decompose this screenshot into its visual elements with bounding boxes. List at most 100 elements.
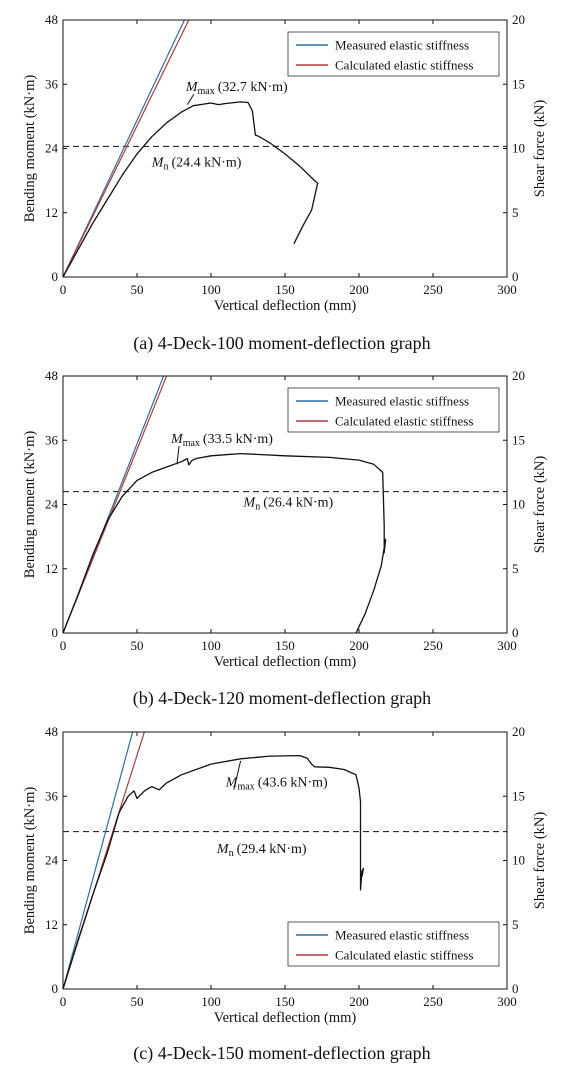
x-tick-label: 100 [201, 282, 221, 297]
y2-tick-label: 0 [512, 981, 519, 996]
y2-tick-label: 0 [512, 269, 519, 284]
x-tick-label: 50 [131, 994, 144, 1009]
annotation-leader [186, 93, 195, 105]
m-max-label: Mmax (32.7 kN·m) [185, 80, 288, 97]
annotation-subscript: max [183, 438, 200, 449]
legend-entry: Measured elastic stiffness [335, 394, 469, 409]
y2-tick-label: 20 [512, 368, 525, 383]
y2-tick-label: 5 [512, 561, 519, 576]
y2-tick-label: 0 [512, 625, 519, 640]
calculated-stiffness-line [63, 20, 190, 277]
caption-b: (b) 4-Deck-120 moment-deflection graph [132, 688, 432, 708]
annotation-value: (32.7 kN·m) [218, 80, 288, 95]
x-tick-label: 150 [275, 282, 295, 297]
x-tick-label: 250 [423, 994, 443, 1009]
annotation-symbol: M [151, 156, 165, 171]
y-axis-title: Bending moment (kN·m) [22, 431, 38, 579]
moment-deflection-curve [63, 452, 387, 633]
annotation-value: (33.5 kN·m) [203, 432, 273, 447]
annotation-symbol: M [225, 776, 239, 791]
y-tick-label: 36 [45, 76, 59, 91]
y-tick-label: 36 [45, 432, 59, 447]
chart-4-deck-120: 0 50 100 150 200 250 30001224364805101520Verti… [22, 368, 548, 670]
caption-a: (a) 4-Deck-100 moment-deflection graph [133, 333, 431, 353]
y-tick-label: 0 [52, 625, 59, 640]
m-n-label: Mn (29.4 kN·m) [216, 842, 307, 859]
moment-deflection-curve [63, 754, 365, 989]
y2-tick-label: 20 [512, 12, 525, 27]
annotation-subscript: max [237, 782, 254, 793]
x-axis-title: Vertical deflection (mm) [214, 1010, 357, 1026]
chart-4-deck-100: 0 50 100 150 200 250 30001224364805101520Verti… [22, 12, 548, 314]
annotation-subscript: n [229, 848, 234, 859]
measured-stiffness-line [63, 732, 134, 989]
annotation-subscript: max [198, 86, 215, 97]
annotation-value: (43.6 kN·m) [258, 776, 328, 791]
y2-tick-label: 10 [512, 853, 525, 868]
y-tick-label: 24 [45, 141, 59, 156]
y-tick-label: 24 [45, 853, 59, 868]
y-tick-label: 12 [45, 561, 58, 576]
m-n-label: Mn (24.4 kN·m) [151, 156, 242, 173]
annotation-subscript: n [255, 502, 260, 513]
measured-stiffness-line [63, 20, 185, 277]
x-tick-label: 200 [349, 638, 369, 653]
y2-tick-label: 15 [512, 76, 525, 91]
y-axis-title: Bending moment (kN·m) [22, 787, 38, 935]
y2-tick-label: 5 [512, 917, 519, 932]
series-group [63, 732, 365, 989]
legend-box [287, 31, 500, 77]
y2-tick-label: 10 [512, 497, 525, 512]
x-tick-label: 300 [497, 994, 517, 1009]
y-tick-label: 36 [45, 788, 59, 803]
annotation-value: (24.4 kN·m) [171, 156, 241, 171]
y2-axis-title: Shear force (kN) [532, 456, 548, 554]
annotation-symbol: M [170, 432, 184, 447]
x-tick-label: 0 [60, 994, 67, 1009]
m-max-label: Mmax (43.6 kN·m) [225, 776, 328, 793]
y-tick-label: 48 [45, 12, 58, 27]
y2-axis-title: Shear force (kN) [532, 812, 548, 910]
y-tick-label: 24 [45, 497, 59, 512]
x-tick-label: 250 [423, 638, 443, 653]
x-tick-label: 0 [60, 638, 67, 653]
x-tick-label: 150 [275, 994, 295, 1009]
legend-box [287, 921, 500, 967]
annotation-symbol: M [216, 842, 230, 857]
x-tick-label: 100 [201, 638, 221, 653]
plot-frame [62, 19, 508, 278]
legend-entry: Measured elastic stiffness [335, 38, 469, 53]
annotation-leader [233, 760, 242, 790]
plot-frame [62, 731, 508, 990]
legend-entry: Calculated elastic stiffness [335, 948, 473, 963]
x-tick-label: 150 [275, 638, 295, 653]
y2-tick-label: 5 [512, 205, 519, 220]
legend-box [287, 387, 500, 433]
y-tick-label: 0 [52, 269, 59, 284]
y2-tick-label: 15 [512, 432, 525, 447]
caption-c: (c) 4-Deck-150 moment-deflection graph [133, 1043, 431, 1063]
y2-tick-label: 10 [512, 141, 525, 156]
y-tick-label: 12 [45, 205, 58, 220]
x-tick-label: 250 [423, 282, 443, 297]
x-tick-label: 200 [349, 994, 369, 1009]
x-tick-label: 300 [497, 638, 517, 653]
annotation-subscript: n [163, 162, 168, 173]
chart-4-deck-150: 0 50 100 150 200 250 30001224364805101520Verti… [22, 724, 548, 1026]
m-max-label: Mmax (33.5 kN·m) [170, 432, 273, 449]
y-axis-title: Bending moment (kN·m) [22, 75, 38, 223]
moment-deflection-curve [63, 101, 319, 277]
x-tick-label: 50 [131, 638, 144, 653]
plot-frame [62, 375, 508, 634]
series-group [63, 376, 387, 633]
legend-entry: Calculated elastic stiffness [335, 58, 473, 73]
annotation-symbol: M [243, 496, 257, 511]
y2-tick-label: 15 [512, 788, 525, 803]
annotation-value: (26.4 kN·m) [263, 496, 333, 511]
y2-tick-label: 20 [512, 724, 525, 739]
annotation-leader [176, 445, 180, 465]
m-n-label: Mn (26.4 kN·m) [243, 496, 334, 513]
x-tick-label: 50 [131, 282, 144, 297]
x-axis-title: Vertical deflection (mm) [214, 654, 357, 670]
